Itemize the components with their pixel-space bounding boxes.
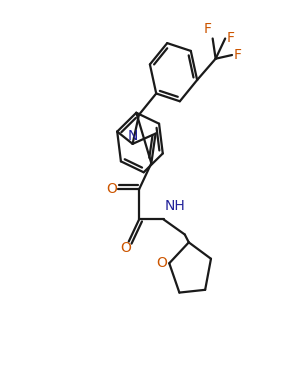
Text: N: N bbox=[127, 129, 138, 143]
Text: O: O bbox=[120, 241, 131, 255]
Text: NH: NH bbox=[165, 199, 186, 213]
Text: F: F bbox=[233, 48, 241, 62]
Text: O: O bbox=[106, 182, 117, 196]
Text: F: F bbox=[203, 21, 212, 36]
Text: F: F bbox=[226, 31, 234, 46]
Text: O: O bbox=[156, 256, 167, 270]
